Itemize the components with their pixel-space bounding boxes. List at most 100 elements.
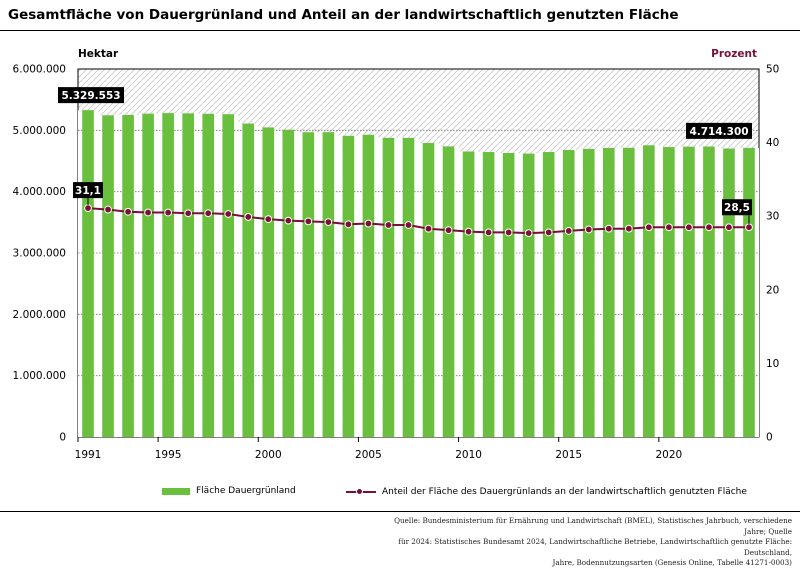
callout-last-value-text: 4.714.300 <box>689 126 748 138</box>
bar-2004 <box>342 135 355 438</box>
percent-point-1995 <box>164 208 173 217</box>
callout-last-percent-box <box>722 199 752 216</box>
percent-point-1999 <box>244 213 253 221</box>
percent-line <box>87 207 749 235</box>
x-tick-label: 2005 <box>355 449 382 461</box>
title-divider <box>0 30 800 31</box>
bar-2011 <box>482 152 495 437</box>
bar-2016 <box>582 148 595 437</box>
callout-last-value: 4.714.300 <box>686 122 752 139</box>
y-left-tick-label: 6.000.000 <box>13 64 66 76</box>
callout-first-percent-text: 31,1 <box>75 185 101 197</box>
percent-point-2001 <box>284 216 293 225</box>
percent-point-1993 <box>124 207 132 216</box>
bar-2019 <box>643 145 655 438</box>
percent-point-2007 <box>404 221 413 229</box>
callout-first-value: 5.329.553 <box>58 87 124 104</box>
bar-2017 <box>602 147 615 438</box>
percent-point-2023 <box>725 223 733 232</box>
y-left-axis-title: Hektar <box>78 48 119 60</box>
callout-last-percent: 28,5 <box>722 199 752 216</box>
source-line: Jahre, Bodennutzungsarten (Genesis Onlin… <box>552 558 792 567</box>
callout-last-percent-text: 28,5 <box>724 202 750 214</box>
legend-line-entry: Anteil der Fläche des Dauergrünlands an … <box>346 486 747 498</box>
legend-bar-label: Fläche Dauergrünland <box>196 486 296 496</box>
percent-point-2024 <box>745 223 753 232</box>
x-tick-label: 2015 <box>555 449 582 461</box>
bar-2024 <box>743 147 755 437</box>
callout-last-value-box <box>686 122 752 139</box>
percent-point-2003 <box>324 218 333 226</box>
y-left-tick-label: 0 <box>59 432 66 444</box>
legend-bar-swatch <box>162 487 190 495</box>
bar-2020 <box>663 147 675 437</box>
percent-point-1991 <box>84 204 92 213</box>
y-right-tick-label: 0 <box>766 432 773 444</box>
callout-first-percent: 31,1 <box>73 182 103 199</box>
percent-point-2009 <box>444 226 453 235</box>
bar-1993 <box>122 114 134 438</box>
legend-line-swatch <box>346 486 376 498</box>
bar-1994 <box>142 113 154 437</box>
y-left-tick-label: 5.000.000 <box>13 125 66 137</box>
bar-1996 <box>182 113 194 438</box>
bar-2018 <box>623 147 635 437</box>
bar-2002 <box>302 132 315 437</box>
percent-point-2022 <box>705 223 713 232</box>
chart-area: 0 1.000.000 2.000.000 3.000.000 4.000.000 5.0… <box>13 48 780 461</box>
bar-2021 <box>683 146 695 437</box>
y-right-tick-label: 40 <box>766 137 779 149</box>
bar-2012 <box>502 153 515 437</box>
bar-2013 <box>522 153 535 437</box>
y-right-tick-label: 10 <box>766 358 779 370</box>
percent-point-2017 <box>604 224 613 233</box>
callout-first-percent-box <box>73 182 103 199</box>
source-line: für 2024: Statistisches Bundesamt 2024, … <box>398 537 792 557</box>
percent-point-2004 <box>344 220 353 229</box>
source-line: Quelle: Bundesministerium für Ernährung … <box>394 516 792 536</box>
bar-1998 <box>222 114 235 437</box>
percent-point-2010 <box>464 227 473 236</box>
percent-point-2016 <box>584 225 593 234</box>
y-right-tick-label: 20 <box>766 284 779 296</box>
percent-point-1998 <box>224 210 233 218</box>
bar-2014 <box>542 152 555 437</box>
callout-first-value-box <box>58 87 124 104</box>
bar-2001 <box>282 129 295 437</box>
percent-point-2006 <box>384 221 393 229</box>
percent-point-2012 <box>504 228 513 237</box>
bar-2009 <box>442 146 455 438</box>
bar-2007 <box>402 137 415 438</box>
bar-2006 <box>382 137 395 438</box>
percent-point-1994 <box>144 208 153 217</box>
y-right-axis-title: Prozent <box>711 48 757 60</box>
legend-line-label: Anteil der Fläche des Dauergrünlands an … <box>382 487 747 497</box>
x-tick-label: 1991 <box>75 449 102 461</box>
y-right-tick-label: 50 <box>766 64 779 76</box>
x-tick-label: 2020 <box>656 449 683 461</box>
percent-point-2018 <box>624 224 633 233</box>
x-tick-label: 2000 <box>255 449 282 461</box>
chart-title: Gesamtfläche von Dauergrünland und Antei… <box>8 7 679 23</box>
percent-point-2014 <box>544 228 553 237</box>
bar-2000 <box>262 127 275 437</box>
bar-2023 <box>723 148 735 438</box>
y-left-tick-label: 4.000.000 <box>13 186 66 198</box>
y-left-tick-label: 3.000.000 <box>13 248 66 260</box>
bar-1992 <box>102 115 114 437</box>
percent-point-2015 <box>564 227 573 235</box>
bar-2008 <box>422 143 435 437</box>
bar-1999 <box>242 123 255 437</box>
percent-point-2011 <box>484 228 493 237</box>
y-left-tick-label: 1.000.000 <box>13 370 66 382</box>
bar-2003 <box>322 132 335 437</box>
percent-point-2002 <box>304 217 313 226</box>
percent-point-1997 <box>204 209 213 218</box>
percent-point-1996 <box>184 209 193 218</box>
percent-point-2005 <box>364 219 373 228</box>
bar-2015 <box>562 150 575 437</box>
legend-bar-entry: Fläche Dauergrünland <box>162 486 296 496</box>
callout-first-value-text: 5.329.553 <box>61 90 120 102</box>
x-tick-label: 1995 <box>155 449 182 461</box>
bar-1997 <box>202 113 214 438</box>
